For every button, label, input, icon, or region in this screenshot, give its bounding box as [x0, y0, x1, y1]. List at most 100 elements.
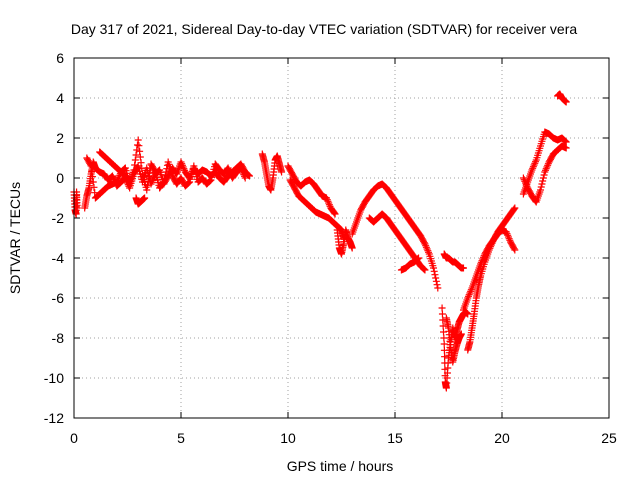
data-point — [430, 264, 438, 272]
data-point — [241, 174, 249, 182]
data-point — [479, 253, 487, 261]
x-tick-label: 20 — [494, 430, 510, 446]
data-point — [114, 175, 122, 183]
data-point — [422, 243, 430, 251]
data-point — [540, 171, 548, 179]
data-point — [348, 244, 356, 252]
x-tick-label: 10 — [280, 430, 296, 446]
data-point — [331, 210, 339, 218]
data-point — [420, 265, 428, 273]
data-point — [459, 264, 467, 272]
data-point — [433, 281, 441, 289]
data-point — [226, 167, 234, 175]
data-point — [149, 175, 157, 183]
data-point — [178, 161, 186, 169]
data-point — [238, 167, 246, 175]
data-point — [537, 183, 545, 191]
y-tick-label: 2 — [56, 130, 64, 146]
data-point — [467, 286, 475, 294]
y-tick-label: -6 — [52, 290, 65, 306]
data-point — [109, 174, 117, 182]
data-point — [148, 178, 156, 186]
data-point — [425, 248, 433, 256]
data-point — [184, 179, 192, 187]
data-point — [467, 287, 475, 295]
data-point — [245, 171, 253, 179]
data-point — [113, 178, 121, 186]
data-point — [180, 165, 188, 173]
data-point — [239, 169, 247, 177]
data-point — [532, 158, 540, 166]
y-axis-label: SDTVAR / TECUs — [7, 182, 23, 294]
data-point — [89, 173, 97, 181]
data-point — [141, 194, 149, 202]
data-point — [238, 166, 246, 174]
data-point — [115, 173, 123, 181]
data-point — [440, 340, 448, 348]
data-point — [136, 147, 144, 155]
data-point — [137, 159, 145, 167]
x-tick-label: 15 — [387, 430, 403, 446]
data-point — [240, 172, 248, 180]
data-point — [511, 204, 519, 212]
data-point — [464, 294, 472, 302]
data-point — [529, 164, 537, 172]
data-point — [145, 173, 153, 181]
data-point — [135, 142, 143, 150]
data-point — [529, 163, 537, 171]
data-point — [465, 291, 473, 299]
data-point — [177, 158, 185, 166]
chart-title: Day 317 of 2021, Sidereal Day-to-day VTE… — [71, 21, 577, 37]
data-point — [420, 239, 428, 247]
y-tick-label: 0 — [56, 170, 64, 186]
data-point — [438, 304, 446, 312]
data-point — [143, 182, 151, 190]
data-point — [538, 180, 546, 188]
data-point — [87, 162, 95, 170]
data-point — [73, 204, 81, 212]
data-point — [539, 174, 547, 182]
data-point — [434, 284, 442, 292]
data-point — [136, 153, 144, 161]
data-point — [477, 260, 485, 268]
data-point — [541, 168, 549, 176]
data-point — [89, 178, 97, 186]
plot-frame — [73, 57, 610, 419]
data-point — [528, 166, 536, 174]
data-point — [511, 246, 519, 254]
data-point — [132, 151, 140, 159]
x-tick-label: 25 — [601, 430, 617, 446]
data-point — [323, 196, 331, 204]
y-tick-label: 4 — [56, 90, 64, 106]
data-point — [179, 163, 187, 171]
data-point — [131, 161, 139, 169]
data-point — [160, 178, 168, 186]
data-point — [134, 136, 142, 144]
data-point — [130, 166, 138, 174]
data-point — [510, 205, 518, 213]
data-point — [148, 177, 156, 185]
data-point — [506, 236, 514, 244]
data-point — [562, 144, 570, 152]
grid — [74, 58, 609, 418]
data-point — [422, 242, 430, 250]
data-point — [240, 171, 248, 179]
data-point — [421, 240, 429, 248]
data-point — [413, 255, 421, 263]
x-tick-label: 5 — [177, 430, 185, 446]
y-tick-label: 6 — [56, 50, 64, 66]
axis-ticks: 0 5 10 15 20 25 -12 -10 -8 -6 -4 -2 0 2 4 6 — [44, 50, 617, 446]
data-point — [503, 230, 511, 238]
data-point — [325, 201, 333, 209]
y-tick-label: -12 — [44, 410, 64, 426]
data-point — [561, 137, 569, 145]
data-point — [162, 168, 170, 176]
data-point — [504, 233, 512, 241]
data-point — [477, 258, 485, 266]
data-point — [178, 160, 186, 168]
y-tick-label: -2 — [52, 210, 65, 226]
data-point — [441, 353, 449, 361]
data-point — [542, 166, 550, 174]
data-point — [562, 98, 570, 106]
